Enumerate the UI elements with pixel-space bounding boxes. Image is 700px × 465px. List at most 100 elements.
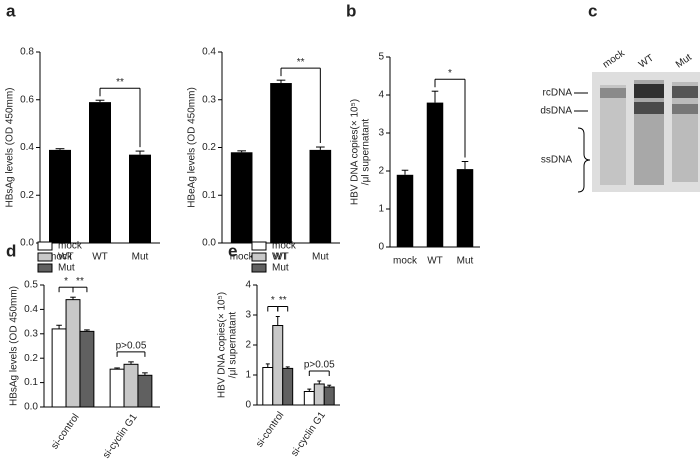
x-tick-label: si-cyclin G1 [289,410,328,459]
x-tick-label: mock [230,252,255,263]
bar [89,102,111,243]
significance: ** [279,295,287,306]
legend-swatch [37,241,53,251]
bar [109,368,125,408]
bar [272,325,284,406]
y-tick-label: 0.0 [24,402,38,413]
bar [51,328,67,408]
marker-label: dsDNA [540,106,572,117]
x-tick-label: Mut [457,256,474,267]
marker-label: ssDNA [541,155,572,166]
panel-letter: e [228,241,237,260]
y-tick-label: 2 [245,340,251,351]
x-tick-label: mock [393,256,418,267]
bar [313,383,325,406]
legend-swatch [251,252,267,262]
panel-letter: a [6,1,16,20]
bar [270,83,292,243]
significance: ** [76,276,84,287]
y-tick-label: 0 [378,242,384,253]
y-tick-label: 0.4 [202,47,216,58]
bar [65,299,81,408]
y-tick-label: 1 [245,370,251,381]
x-tick-label: si-control [49,412,81,452]
band [672,104,698,114]
y-tick-label: 0.1 [24,377,38,388]
y-tick-label: 5 [378,52,384,63]
y-tick-label: 4 [245,280,251,291]
y-tick-label: 0.6 [20,94,34,105]
significance: ** [116,77,124,88]
x-tick-label: WT [92,252,108,263]
y-tick-label: 0.4 [20,142,34,153]
legend-swatch [251,241,267,251]
legend-label: Mut [272,263,289,274]
bar [137,374,153,408]
panel-letter: d [6,241,16,260]
gel-image [574,72,700,193]
y-axis-label: /μl supernatant [228,312,239,379]
legend-swatch [37,252,53,262]
y-axis-label: HBeAg levels (OD 450mm) [187,87,198,208]
lane-label: Mut [674,52,694,71]
legend-swatch [251,263,267,273]
bar [262,367,274,406]
bar [282,367,294,406]
bar [123,363,139,408]
legend-label: WT [272,252,288,263]
bar [426,102,444,247]
y-tick-label: 0.2 [24,353,38,364]
significance: * [271,295,275,306]
legend-label: Mut [58,263,75,274]
y-tick-label: 0.2 [20,190,34,201]
x-tick-label: WT [273,252,289,263]
x-tick-label: si-cyclin G1 [101,412,140,461]
y-tick-label: 4 [378,90,384,101]
panel-letter: c [588,1,597,20]
y-tick-label: 0.3 [24,328,38,339]
significance: * [448,68,452,79]
bar [456,169,474,247]
band [600,88,626,98]
panel-letter: b [346,1,356,20]
y-tick-label: 0.5 [24,280,38,291]
lane-label: mock [601,47,628,70]
x-tick-label: si-control [254,410,286,450]
x-tick-label: mock [48,252,73,263]
legend-label: mock [272,241,297,252]
y-tick-label: 0.0 [202,238,216,249]
band [672,86,698,98]
legend-label: WT [58,252,74,263]
significance: p>0.05 [116,341,147,352]
y-tick-label: 0.1 [202,190,216,201]
y-axis-label: HBV DNA copies(× 10⁵) [217,292,228,398]
y-tick-label: 3 [245,310,251,321]
bar [323,386,335,406]
legend-label: mock [58,241,83,252]
y-tick-label: 0 [245,400,251,411]
marker-label: rcDNA [543,88,573,99]
y-axis-label: /μl supernatant [361,119,372,186]
bar [396,174,414,247]
bar [129,154,151,243]
band [634,102,664,114]
significance: ** [297,57,305,68]
ssdna-brace [577,127,591,193]
lane [672,82,698,182]
bar [49,149,71,243]
y-tick-label: 0.8 [20,47,34,58]
bar [230,152,253,243]
y-tick-label: 1 [378,204,384,215]
x-tick-label: Mut [312,252,329,263]
lane-label: WT [637,53,656,71]
x-tick-label: Mut [132,252,149,263]
bar [303,391,315,406]
y-tick-label: 0.0 [20,238,34,249]
bar [79,330,95,408]
bar [309,149,332,243]
x-tick-label: WT [427,256,443,267]
y-axis-label: HBsAg levels (OD 450mm) [9,286,20,406]
significance: * [64,276,68,287]
legend-swatch [37,263,53,273]
